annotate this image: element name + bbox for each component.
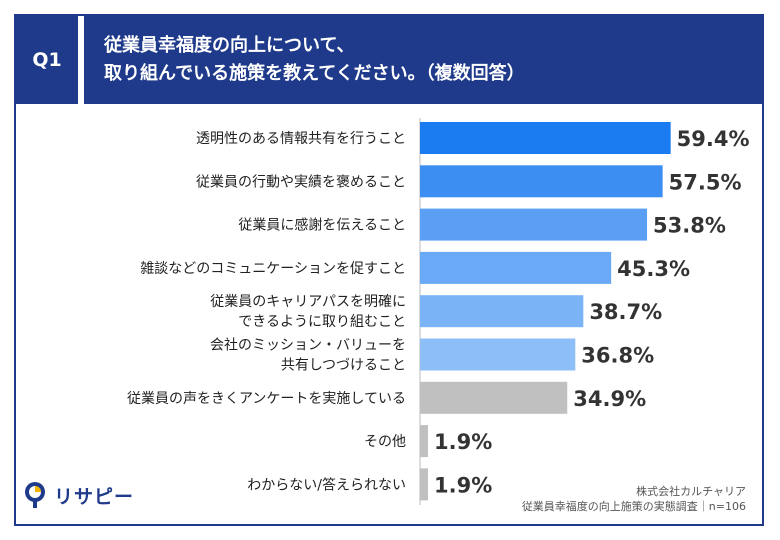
chart-title: 従業員幸福度の向上について、 取り組んでいる施策を教えてください。（複数回答） — [84, 16, 762, 104]
bar-7 — [420, 425, 429, 458]
value-label-2: 53.8% — [653, 214, 726, 238]
value-label-4: 38.7% — [589, 300, 662, 324]
title-line-2: 取り組んでいる施策を教えてください。（複数回答） — [104, 63, 525, 84]
title-line-1: 従業員幸福度の向上について、 — [104, 35, 355, 56]
bar-4 — [420, 295, 584, 328]
value-label-8: 1.9% — [434, 473, 492, 497]
value-label-7: 1.9% — [434, 430, 492, 454]
value-label-0: 59.4% — [677, 127, 750, 151]
category-label-8: わからない/答えられない — [247, 476, 406, 493]
category-label-4-line-1: できるように取り組むこと — [238, 314, 406, 330]
lightbulb-icon — [25, 482, 45, 508]
source-survey: 従業員幸福度の向上施策の実態調査｜n=106 — [521, 500, 746, 513]
category-label-3: 雑談などのコミュニケーションを促すこと — [140, 261, 406, 277]
category-label-5-line-1: 共有しつづけること — [281, 358, 406, 374]
category-label-4-line-0: 従業員のキャリアパスを明確に — [210, 294, 406, 310]
logo: リサピー — [22, 480, 134, 510]
source-company: 株式会社カルチャリア — [636, 485, 746, 498]
question-tag: Q1 — [16, 16, 78, 104]
category-label-6: 従業員の声をきくアンケートを実施している — [127, 391, 406, 407]
logo-text: リサピー — [54, 485, 135, 508]
header: Q1 従業員幸福度の向上について、 取り組んでいる施策を教えてください。（複数回… — [16, 16, 762, 104]
category-label-5-line-0: 会社のミッション・バリューを — [210, 338, 406, 354]
bar-3 — [420, 251, 612, 284]
value-label-3: 45.3% — [617, 257, 690, 281]
chart-frame: Q1 従業員幸福度の向上について、 取り組んでいる施策を教えてください。（複数回… — [14, 14, 764, 526]
bar-5 — [420, 338, 576, 371]
bar-1 — [420, 165, 663, 198]
value-label-6: 34.9% — [573, 387, 646, 411]
category-label-7: その他 — [364, 434, 406, 450]
category-label-0: 透明性のある情報共有を行うこと — [196, 131, 406, 147]
bar-6 — [420, 381, 568, 414]
category-label-1: 従業員の行動や実績を褒めること — [196, 174, 406, 190]
bar-8 — [420, 468, 429, 501]
bar-0 — [420, 122, 671, 154]
bar-2 — [420, 208, 648, 241]
category-label-2: 従業員に感謝を伝えること — [238, 217, 406, 234]
value-label-5: 36.8% — [581, 344, 654, 368]
value-label-1: 57.5% — [669, 170, 742, 194]
source-note: 株式会社カルチャリア 従業員幸福度の向上施策の実態調査｜n=106 — [522, 484, 746, 514]
